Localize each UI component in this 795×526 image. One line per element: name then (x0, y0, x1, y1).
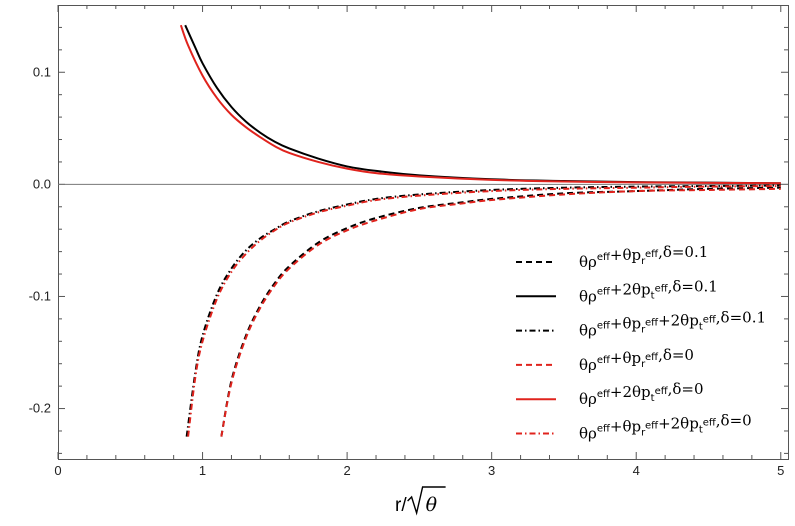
x-tick-label: 4 (633, 463, 640, 478)
x-axis-title: r/θ (395, 486, 446, 516)
x-tick-label: 2 (343, 463, 350, 478)
series-line-2 (184, 24, 781, 185)
series-line-4 (220, 187, 781, 437)
series-line-3 (185, 184, 781, 437)
legend: θρeff+θpreff,δ=0.1 θρeff+2θpteff,δ=0.1 θρe… (516, 243, 766, 443)
x-axis-title-prefix: r/ (395, 495, 407, 516)
legend-label-5: θρeff+2θpteff,δ=0 (579, 380, 704, 408)
series-line-1 (220, 186, 781, 437)
x-axis-title-radicand: θ (426, 494, 438, 516)
legend-label-6: θρeff+θpreff+2θpteff,δ=0 (579, 412, 752, 443)
series-line-6 (187, 185, 781, 437)
legend-label-1: θρeff+θpreff,δ=0.1 (579, 243, 708, 271)
y-tick-label: 0.1 (33, 64, 51, 79)
legend-label-4: θρeff+θpreff,δ=0 (579, 346, 694, 374)
y-tick-label: 0.0 (33, 176, 51, 191)
legend-label-3: θρeff+θpreff+2θpteff,δ=0.1 (579, 309, 766, 340)
x-tick-label: 5 (777, 463, 784, 478)
sqrt-symbol (407, 486, 446, 516)
x-tick-label: 0 (54, 463, 61, 478)
y-tick-label: -0.1 (29, 288, 51, 303)
plot-frame (58, 5, 789, 460)
y-tick-label: -0.2 (29, 401, 51, 416)
tick-labels: 0 1 2 3 4 5 0.1 0.0 -0.1 -0.2 (29, 64, 785, 478)
ticks (57, 5, 788, 459)
series-lines (179, 24, 781, 437)
x-tick-label: 1 (199, 463, 206, 478)
legend-label-2: θρeff+2θpteff,δ=0.1 (579, 277, 718, 305)
series-line-5 (179, 24, 781, 185)
x-tick-label: 3 (488, 463, 495, 478)
